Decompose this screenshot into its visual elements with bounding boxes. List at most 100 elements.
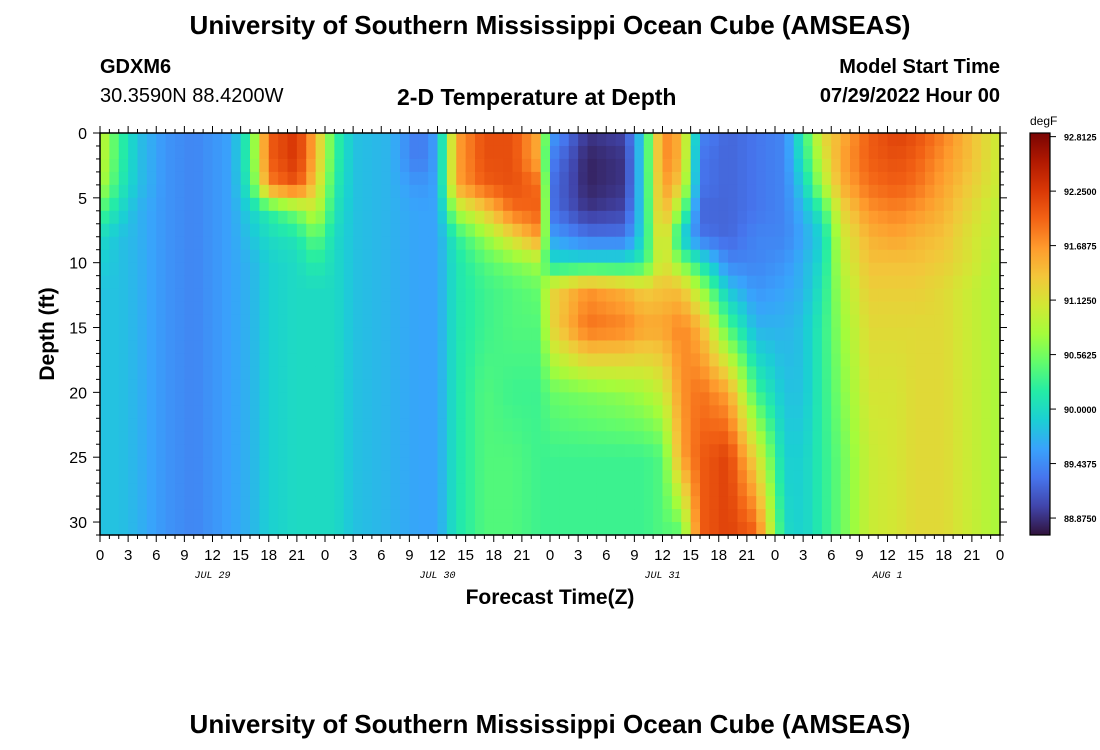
heatmap-cell — [306, 210, 317, 225]
heatmap-cell — [765, 353, 776, 368]
heatmap-cell — [390, 509, 401, 523]
heatmap-cell — [690, 314, 701, 329]
heatmap-cell — [840, 223, 851, 238]
heatmap-cell — [475, 457, 485, 471]
heatmap-cell — [371, 483, 382, 497]
heatmap-cell — [765, 483, 776, 497]
heatmap-cell — [709, 353, 720, 368]
heatmap-cell — [175, 470, 185, 484]
heatmap-cell — [381, 262, 392, 277]
heatmap-cell — [625, 522, 635, 536]
heatmap-cell — [812, 483, 823, 497]
heatmap-cell — [540, 405, 551, 419]
heatmap-cell — [653, 509, 664, 523]
heatmap-cell — [671, 288, 682, 303]
heatmap-cell — [109, 392, 120, 406]
heatmap-cell — [728, 197, 739, 212]
heatmap-cell — [165, 210, 176, 225]
heatmap-cell — [259, 171, 270, 186]
heatmap-cell — [550, 379, 560, 393]
heatmap-cell — [662, 522, 673, 536]
heatmap-cell — [643, 340, 654, 355]
heatmap-cell — [362, 301, 373, 316]
heatmap-cell — [568, 249, 579, 264]
heatmap-cell — [859, 262, 870, 277]
heatmap-cell — [165, 392, 176, 406]
heatmap-cell — [315, 470, 326, 484]
heatmap-cell — [775, 509, 785, 523]
heatmap-cell — [381, 314, 392, 329]
x-tick-label: 6 — [827, 547, 835, 564]
heatmap-cell — [118, 236, 129, 251]
heatmap-cell — [868, 405, 879, 419]
heatmap-cell — [362, 236, 373, 251]
heatmap-cell — [484, 405, 495, 419]
heatmap-cell — [756, 249, 767, 264]
heatmap-cell — [512, 431, 523, 445]
heatmap-cell — [221, 483, 232, 497]
heatmap-cell — [503, 483, 514, 497]
heatmap-cell — [203, 470, 214, 484]
heatmap-cell — [418, 301, 429, 316]
heatmap-cell — [653, 301, 664, 316]
heatmap-cell — [231, 366, 242, 380]
y-tick-label: 30 — [69, 515, 87, 532]
heatmap-cell — [915, 405, 926, 419]
heatmap-cell — [446, 405, 457, 419]
heatmap-cell — [475, 288, 485, 303]
heatmap-cell — [493, 223, 504, 238]
heatmap-cell — [512, 405, 523, 419]
heatmap-cell — [859, 340, 870, 355]
heatmap-cell — [446, 236, 457, 251]
heatmap-cell — [175, 366, 185, 380]
heatmap-cell — [362, 340, 373, 355]
heatmap-cell — [606, 145, 617, 160]
heatmap-cell — [456, 340, 467, 355]
heatmap-cell — [906, 197, 917, 212]
heatmap-cell — [418, 158, 429, 173]
heatmap-cell — [521, 236, 532, 251]
heatmap-cell — [240, 275, 251, 290]
heatmap-cell — [475, 392, 485, 406]
heatmap-cell — [971, 470, 982, 484]
heatmap-cell — [156, 418, 167, 432]
heatmap-cell — [700, 483, 710, 497]
heatmap-cell — [268, 223, 279, 238]
heatmap-cell — [859, 509, 870, 523]
heatmap-cell — [287, 314, 298, 329]
heatmap-cell — [943, 444, 954, 458]
heatmap-cell — [634, 288, 645, 303]
heatmap-cell — [193, 236, 204, 251]
heatmap-cell — [765, 184, 776, 199]
heatmap-cell — [915, 158, 926, 173]
heatmap-cell — [681, 314, 692, 329]
heatmap-cell — [193, 379, 204, 393]
heatmap-cell — [428, 353, 439, 368]
heatmap-cell — [456, 366, 467, 380]
heatmap-cell — [146, 405, 157, 419]
heatmap-cell — [981, 133, 992, 147]
heatmap-cell — [690, 210, 701, 225]
heatmap-cell — [315, 301, 326, 316]
heatmap-cell — [756, 522, 767, 536]
heatmap-cell — [615, 353, 626, 368]
heatmap-cell — [512, 158, 523, 173]
heatmap-cell — [615, 509, 626, 523]
heatmap-cell — [962, 366, 973, 380]
heatmap-cell — [503, 457, 514, 471]
heatmap-cell — [296, 379, 307, 393]
heatmap-cell — [596, 262, 607, 277]
heatmap-cell — [559, 184, 570, 199]
heatmap-cell — [943, 509, 954, 523]
heatmap-cell — [325, 366, 335, 380]
heatmap-cell — [962, 470, 973, 484]
heatmap-cell — [765, 223, 776, 238]
heatmap-cell — [934, 392, 945, 406]
heatmap-cell — [343, 457, 354, 471]
heatmap-cell — [109, 145, 120, 160]
heatmap-cell — [343, 405, 354, 419]
heatmap-cell — [625, 210, 635, 225]
heatmap-cell — [728, 262, 739, 277]
heatmap-cell — [709, 418, 720, 432]
heatmap-cell — [840, 262, 851, 277]
